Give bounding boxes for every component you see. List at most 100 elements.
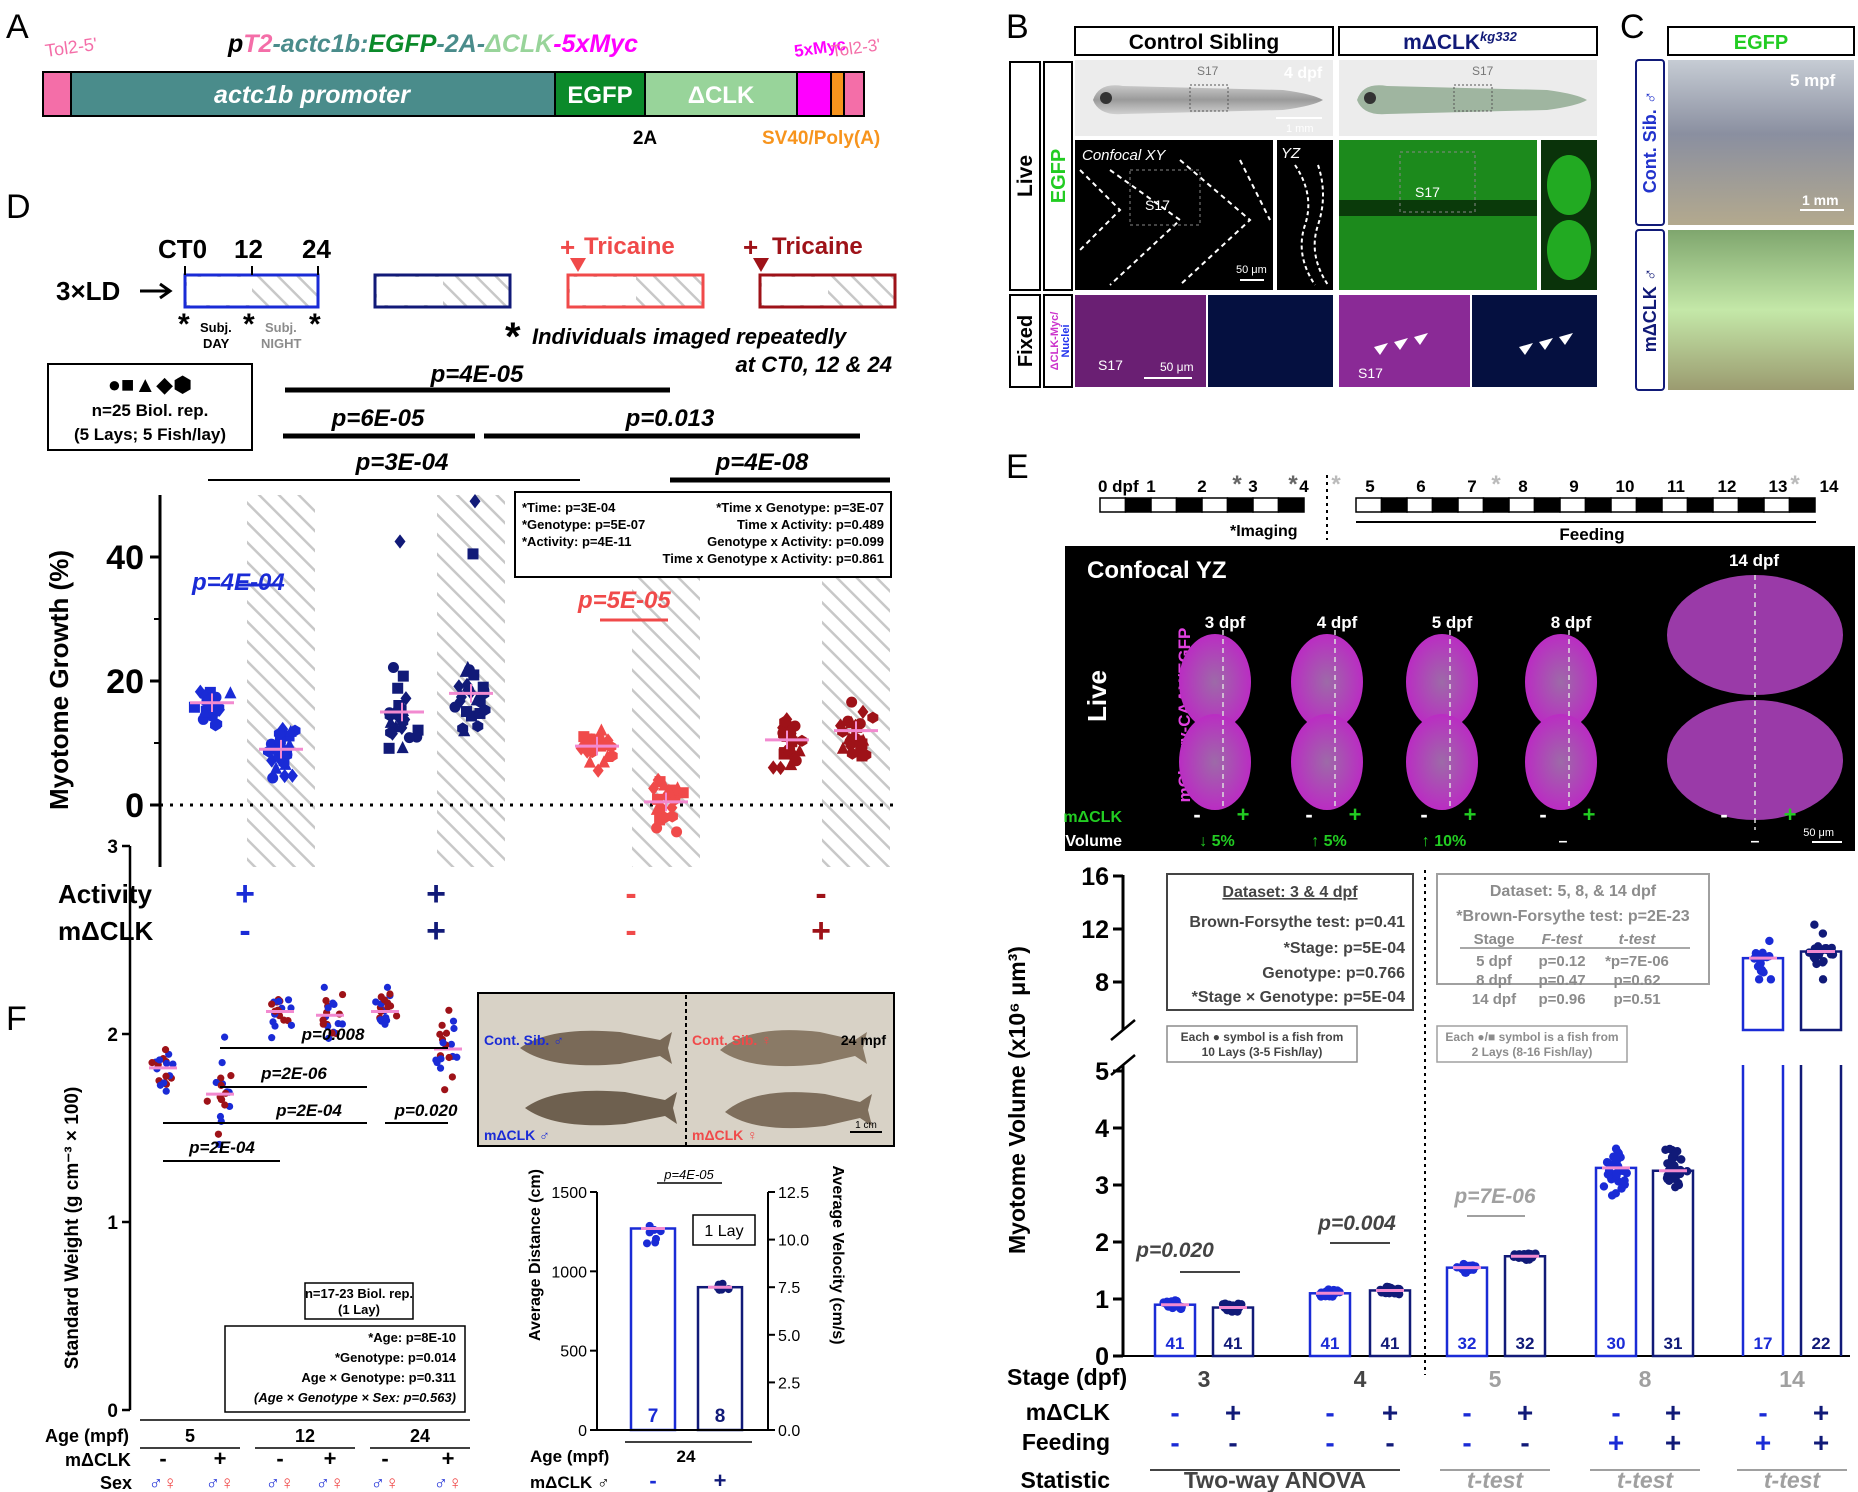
photo-cont-male: Cont. Sib. ♂ bbox=[484, 1032, 564, 1048]
photo-cont-female: Cont. Sib. ♀ bbox=[692, 1032, 772, 1048]
p-blue: p=4E-04 bbox=[191, 569, 285, 596]
f-point bbox=[322, 996, 330, 1005]
e-mdclk-sign: - bbox=[1170, 1397, 1179, 1428]
e-day-label: 11 bbox=[1667, 477, 1685, 496]
d-ytick-label: 0 bbox=[125, 787, 144, 825]
d-point bbox=[394, 534, 406, 549]
e-timeline-segment bbox=[1482, 497, 1510, 513]
svg-text:*: * bbox=[243, 308, 255, 341]
photo-mdclk-female: mΔCLK ♀ bbox=[692, 1127, 758, 1143]
f-stat-2: Age × Genotype: p=0.311 bbox=[301, 1370, 456, 1385]
row-fixed-label: Fixed bbox=[1015, 315, 1037, 367]
f-bar-chart: 0 500 1000 1500 0.0 2.5 5.0 7.5 10.0 12.5 7 8 bbox=[551, 1185, 809, 1440]
d-point bbox=[267, 772, 279, 784]
f-point bbox=[450, 1024, 458, 1033]
d-point bbox=[457, 722, 469, 735]
f-bar-ytick-label: 500 bbox=[560, 1344, 587, 1361]
fixed-control-myc bbox=[1075, 295, 1206, 387]
dclk-box-label: ΔCLK bbox=[688, 82, 755, 109]
f-point bbox=[320, 983, 328, 991]
e-confocal-label: Confocal YZ bbox=[1087, 557, 1227, 584]
f-point bbox=[329, 999, 337, 1007]
d-point bbox=[842, 715, 854, 727]
d-stat-r-0: *Time x Genotype: p=3E-07 bbox=[716, 500, 884, 515]
fixed-nuclei-label: Nuclei bbox=[1060, 324, 1072, 357]
f-bar bbox=[629, 1227, 677, 1432]
e-box2-stage: 8 dpf bbox=[1476, 972, 1513, 989]
night-label: NIGHT bbox=[261, 336, 302, 351]
e-timeline-segment bbox=[1431, 497, 1459, 513]
e-ytick-label: 12 bbox=[1081, 916, 1109, 944]
f-point bbox=[268, 1034, 276, 1042]
larva-control-shape bbox=[1093, 85, 1323, 115]
row-cont-c-label: Cont. Sib. ♂ bbox=[1640, 91, 1660, 194]
d-stat-r-3: Time x Genotype x Activity: p=0.861 bbox=[663, 551, 884, 566]
e-yz-upper bbox=[1179, 634, 1251, 730]
e-feeding-sign: - bbox=[1325, 1427, 1334, 1458]
e-box2-stage: 5 dpf bbox=[1476, 953, 1513, 970]
f-sex-symbols: ♂♀ bbox=[149, 1473, 178, 1492]
e-mdclk-label: mΔCLK bbox=[1063, 809, 1122, 826]
ld-label: 3×LD bbox=[56, 276, 120, 306]
d-point bbox=[767, 760, 779, 775]
f-point bbox=[334, 1019, 342, 1028]
d-point bbox=[468, 669, 480, 681]
d-mdclk-label: mΔCLK bbox=[58, 916, 153, 946]
e-point bbox=[1461, 1268, 1471, 1277]
panel-letter-d: D bbox=[6, 188, 31, 226]
d-point bbox=[785, 757, 798, 771]
d-point bbox=[273, 727, 285, 740]
e-xrows: 3 4 5 8 14--+---+---+--+++-+++Two-way ANOVA t… bbox=[1150, 1366, 1847, 1492]
d-point bbox=[666, 800, 678, 815]
e-n-label: 41 bbox=[1321, 1334, 1340, 1353]
f-p-5: p=0.020 bbox=[394, 1101, 458, 1120]
e-day-label: 12 bbox=[1718, 477, 1737, 496]
s17-fixed-control: S17 bbox=[1098, 357, 1123, 373]
f-mdclk-sign: - bbox=[159, 1446, 166, 1471]
e-box2-t: p=0.62 bbox=[1613, 972, 1660, 989]
d-point bbox=[848, 731, 860, 744]
f-point bbox=[441, 1086, 449, 1094]
e-point bbox=[1620, 1176, 1629, 1185]
d-point bbox=[775, 760, 787, 776]
e-stat-label: t-test bbox=[1617, 1467, 1675, 1492]
e-box2-line1: *Brown-Forsythe test: p=2E-23 bbox=[1456, 908, 1689, 925]
e-mdclk-sign: - bbox=[1325, 1397, 1334, 1428]
e-n-label: 41 bbox=[1166, 1334, 1185, 1353]
f-point bbox=[221, 1033, 229, 1041]
f-point bbox=[156, 1081, 164, 1089]
d-point bbox=[198, 705, 211, 718]
d-point bbox=[601, 749, 614, 763]
e-timeline-segment bbox=[1150, 497, 1178, 513]
panel-a: A pT2-actc1b:EGFP-2A-ΔCLK-5xMyc Tol2-5' … bbox=[6, 8, 882, 149]
e-point bbox=[1661, 1145, 1670, 1155]
f-point bbox=[376, 1016, 384, 1024]
e-point bbox=[1818, 929, 1828, 938]
e-day-label: 7 bbox=[1467, 477, 1476, 496]
e-timeline-segment bbox=[1201, 497, 1229, 513]
p-bracket-2: p=6E-05 bbox=[331, 405, 425, 432]
e-n-label: 32 bbox=[1516, 1334, 1535, 1353]
construct-egfp: EGFP bbox=[368, 30, 436, 58]
d-point bbox=[648, 781, 660, 796]
f-point bbox=[215, 1140, 223, 1149]
f-ytick-label: 1 bbox=[107, 1213, 118, 1234]
f-point bbox=[221, 1101, 229, 1109]
construct-t2: T2 bbox=[243, 30, 272, 58]
e-timeline: 0 dpf 1 2 3 4 5 6 7 8 9 10 11 12 13 14* * * * * bbox=[1098, 471, 1839, 540]
e-box2-rows: 5 dpf p=0.12 *p=7E-06 8 dpf p=0.47 p=0.62 14 d… bbox=[1472, 953, 1669, 1008]
promoter-box bbox=[70, 71, 556, 117]
d-activity-sign-2: - bbox=[625, 875, 636, 913]
d-point bbox=[274, 752, 286, 767]
e-stage-value: 4 bbox=[1354, 1366, 1367, 1392]
f-point bbox=[372, 998, 380, 1006]
e-point bbox=[1818, 975, 1828, 984]
f-point bbox=[448, 1073, 456, 1081]
e-mdclk-sign: - bbox=[1758, 1397, 1767, 1428]
tol2-5-box bbox=[42, 71, 72, 117]
e-point bbox=[1757, 965, 1767, 975]
f-mdclk-sign: - bbox=[381, 1446, 388, 1471]
f-bar-sign-0: - bbox=[649, 1468, 656, 1492]
f-sex-symbols: ♂♀ bbox=[206, 1473, 235, 1492]
e-point bbox=[1754, 975, 1764, 984]
